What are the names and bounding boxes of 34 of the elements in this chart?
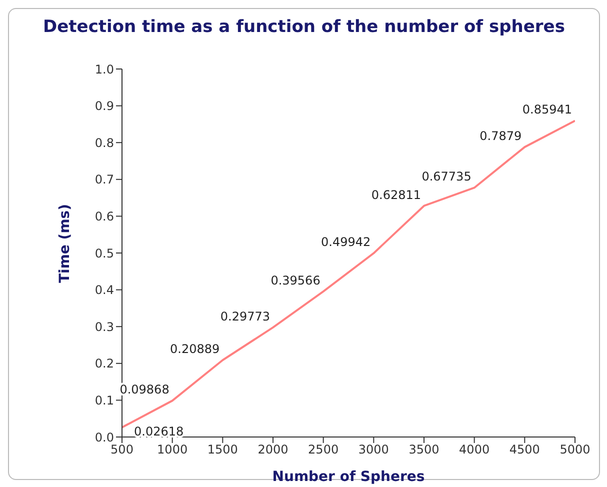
x-tick-label: 1000 — [157, 442, 188, 457]
y-tick-label: 0.5 — [94, 246, 114, 260]
y-tick-label: 0.3 — [94, 320, 114, 334]
y-tick-label: 0.1 — [94, 393, 114, 408]
x-tick-label: 1500 — [207, 442, 238, 457]
data-label: 0.29773 — [220, 309, 270, 324]
data-label: 0.02618 — [134, 424, 184, 438]
x-axis-title: Number of Spheres — [272, 469, 425, 485]
chart-title: Detection time as a function of the number of spheres — [42, 16, 566, 39]
y-tick-label: 0.6 — [94, 209, 114, 224]
x-tick-label: 5000 — [560, 442, 590, 457]
data-label: 0.67735 — [422, 170, 472, 184]
data-label: 0.85941 — [522, 102, 572, 117]
data-label: 0.39566 — [270, 273, 320, 288]
y-tick-label: 0.0 — [94, 430, 114, 444]
data-label: 0.49942 — [321, 235, 371, 250]
x-tick-label: 500 — [110, 442, 134, 457]
x-tick-label: 2000 — [258, 442, 288, 457]
y-tick-label: 0.4 — [94, 283, 114, 298]
y-axis-title: Time (ms) — [56, 204, 73, 283]
x-tick-label: 2500 — [308, 442, 339, 457]
x-tick-label: 3000 — [358, 442, 389, 457]
y-tick-label: 0.8 — [94, 136, 114, 150]
x-tick-label: 3500 — [408, 442, 440, 457]
y-tick-label: 0.7 — [94, 172, 114, 187]
y-tick-label: 1.0 — [94, 62, 114, 76]
y-tick-label: 0.9 — [94, 99, 114, 114]
data-label: 0.62811 — [371, 188, 421, 202]
data-label: 0.20889 — [170, 342, 220, 356]
x-tick-label: 4000 — [459, 442, 490, 457]
data-label: 0.7879 — [480, 129, 522, 144]
y-tick-label: 0.2 — [94, 356, 114, 371]
x-tick-label: 4500 — [509, 442, 540, 457]
line-series — [122, 120, 575, 428]
